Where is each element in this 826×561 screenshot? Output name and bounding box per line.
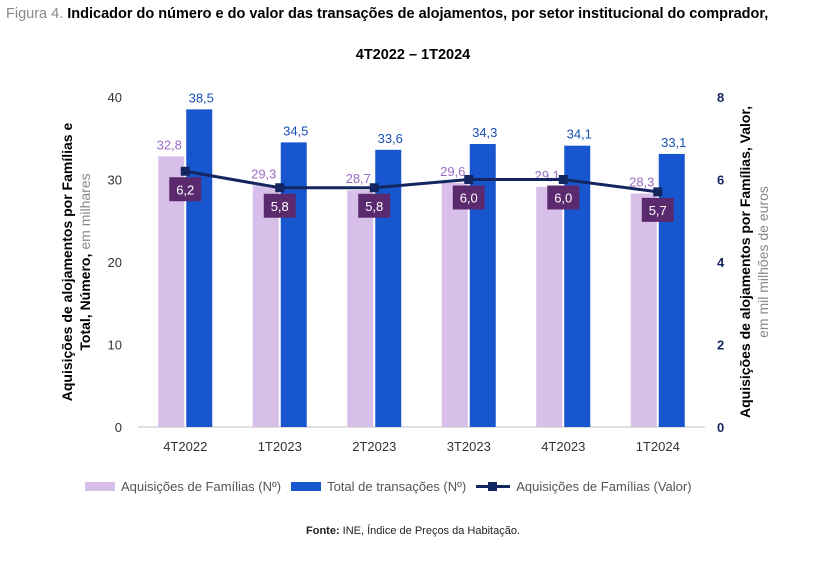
data-label-families-count: 29,6 — [440, 164, 465, 179]
data-label-total-count: 33,6 — [378, 131, 403, 146]
source-note: Fonte: INE, Índice de Preços da Habitaçã… — [0, 525, 826, 537]
source-label: Fonte: — [306, 525, 340, 537]
line-marker-families-value — [653, 187, 663, 197]
legend-swatch-families-count — [85, 481, 115, 491]
line-families-value — [184, 169, 658, 194]
left-axis-label-unit: em milhares — [77, 173, 93, 249]
right-axis-tick-label: 8 — [717, 90, 724, 105]
x-axis-tick-label: 2T2023 — [352, 439, 396, 454]
data-label-families-value: 6,0 — [554, 191, 572, 206]
source-text: INE, Índice de Preços da Habitação. — [342, 525, 520, 537]
x-axis-tick-label: 3T2023 — [447, 439, 491, 454]
data-label-families-count: 28,3 — [629, 175, 654, 190]
line-marker-families-value — [558, 175, 568, 184]
line-marker-families-value — [180, 166, 190, 176]
left-axis-tick-label: 0 — [115, 420, 122, 435]
bar-families-count — [630, 193, 657, 427]
bar-total-count — [186, 109, 213, 427]
legend-swatch-total-count — [291, 481, 322, 491]
data-label-box-families-value — [358, 193, 391, 218]
data-label-box-families-value — [452, 185, 485, 210]
svg-text:Aquisições de alojamentos por: Aquisições de alojamentos por Famílias e — [59, 123, 75, 402]
right-axis-label-line-1: Aquisições de alojamentos por Famílias, … — [737, 106, 753, 418]
title-text: Indicador do número e do valor das trans… — [67, 6, 769, 22]
x-axis-tick-label: 1T2024 — [636, 439, 680, 454]
legend: Aquisições de Famílias (Nº) Total de tra… — [85, 476, 702, 496]
bar-families-count — [347, 190, 374, 427]
legend-label-families-count: Aquisições de Famílias (Nº) — [121, 478, 282, 494]
line-marker-families-value — [369, 183, 379, 193]
legend-label-total-count: Total de transações (Nº) — [327, 478, 467, 494]
left-axis-tick-label: 30 — [108, 173, 122, 188]
legend-label-families-value: Aquisições de Famílias (Valor) — [516, 478, 692, 494]
line-marker-families-value — [275, 183, 285, 193]
data-label-box-families-value — [169, 177, 202, 202]
chart-subtitle-period: 4T2022 – 1T2024 — [355, 47, 471, 63]
left-axis-tick-label: 20 — [108, 255, 122, 270]
data-label-box-families-value — [263, 193, 296, 218]
bar-total-count — [658, 153, 685, 428]
bar-families-count — [536, 186, 563, 427]
left-axis-label: Aquisições de alojamentos por Famílias e… — [59, 123, 93, 402]
legend-item-families-value: Aquisições de Famílias (Valor) — [476, 478, 692, 494]
legend-item-total-count: Total de transações (Nº) — [291, 479, 466, 494]
left-axis-tick-label: 40 — [108, 90, 122, 105]
data-label-box-families-value — [641, 197, 674, 222]
left-axis-label-line-1: Aquisições de alojamentos por Famílias e — [59, 123, 75, 402]
right-axis-tick-label: 4 — [717, 255, 725, 270]
data-label-families-value: 5,8 — [365, 199, 383, 214]
legend-swatch-families-value — [476, 481, 511, 491]
line-marker-families-value — [464, 175, 474, 184]
left-axis-label-line-2: Total, Número, — [77, 254, 93, 351]
data-label-total-count: 34,3 — [472, 125, 497, 140]
data-label-families-count: 28,7 — [346, 171, 371, 186]
data-label-box-families-value — [547, 185, 580, 210]
right-axis-label-unit: em mil milhões de euros — [755, 186, 771, 338]
x-axis-tick-label: 4T2023 — [541, 439, 585, 454]
right-axis-tick-label: 2 — [717, 338, 724, 353]
bar-families-count — [158, 156, 185, 427]
right-axis-tick-label: 0 — [717, 420, 724, 435]
bar-families-count — [441, 182, 468, 427]
data-label-total-count: 33,1 — [661, 135, 686, 150]
x-axis-tick-label: 4T2022 — [163, 439, 207, 454]
svg-text:Total, Número,em milhares: Total, Número, em milhares — [77, 173, 93, 350]
data-label-families-count: 32,8 — [157, 137, 182, 152]
right-axis-label: Aquisições de alojamentos por Famílias, … — [737, 106, 771, 418]
data-label-families-value: 6,0 — [460, 191, 478, 206]
data-label-total-count: 38,5 — [189, 90, 214, 105]
data-label-families-count: 29,3 — [251, 166, 276, 181]
x-axis-tick-label: 1T2023 — [258, 439, 302, 454]
data-label-total-count: 34,1 — [567, 127, 592, 142]
left-axis-tick-label: 10 — [108, 338, 122, 353]
data-label-total-count: 34,5 — [283, 123, 308, 138]
data-label-families-value: 5,8 — [271, 199, 289, 214]
plot-area: 0 10 20 30 40 0 2 4 6 8 32,8 38,5 4T2022 29,3 34,5 1T20… — [108, 90, 725, 454]
figure-number: Figura 4. — [6, 6, 64, 22]
right-axis-tick-label: 6 — [717, 173, 724, 188]
chart-title: Figura 4. Indicador do número e do valor… — [6, 6, 826, 22]
data-label-families-value: 5,7 — [649, 203, 667, 218]
bar-families-count — [252, 185, 279, 427]
data-label-families-value: 6,2 — [176, 182, 194, 197]
bar-total-count — [375, 149, 402, 428]
legend-item-families-count: Aquisições de Famílias (Nº) — [85, 479, 281, 494]
bar-total-count — [280, 142, 307, 427]
